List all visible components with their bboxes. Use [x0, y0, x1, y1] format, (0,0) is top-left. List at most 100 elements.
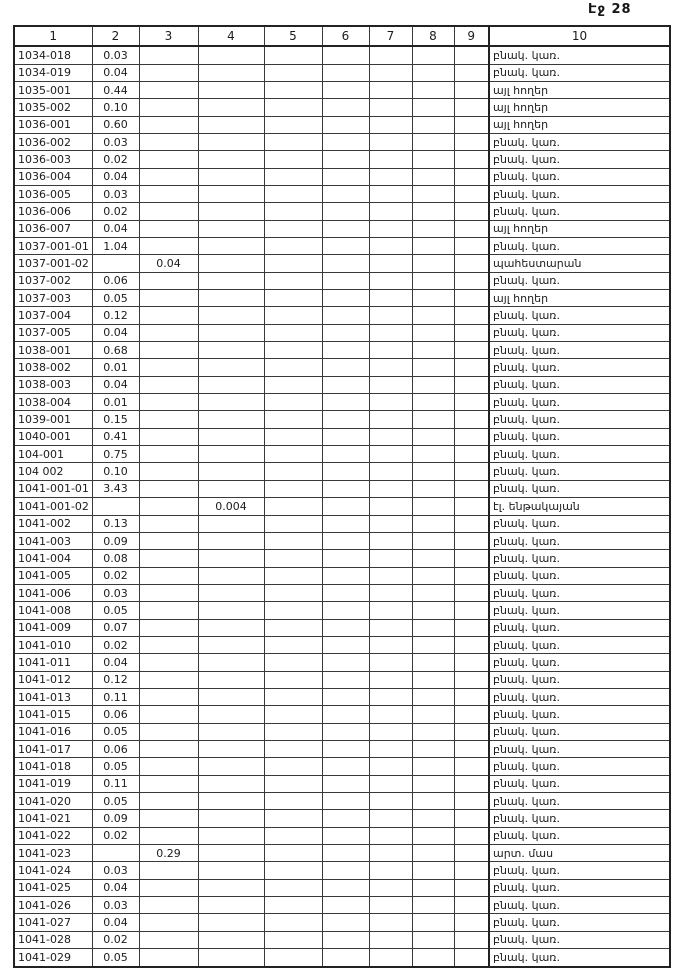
value-cell — [263, 549, 323, 568]
header-row: 1 2 3 4 5 6 7 8 9 10 — [13, 25, 671, 47]
land-use-cell: բնակ. կառ. — [488, 757, 671, 776]
table-row: 1041-022 0.02 բնակ. կառ. — [13, 826, 671, 846]
value-cell — [263, 774, 323, 794]
value-cell — [453, 583, 490, 603]
table-header: 1 2 3 4 5 6 7 8 9 10 — [13, 25, 671, 47]
value-cell — [138, 497, 199, 516]
value-cell — [138, 826, 199, 846]
value-cell — [321, 774, 370, 794]
value-cell: 0.60 — [91, 115, 140, 134]
land-use-cell: բնակ. կառ. — [488, 722, 671, 741]
table-row: 104 002 0.10 բնակ. կառ. — [13, 462, 671, 481]
value-cell — [197, 375, 265, 395]
value-cell — [368, 236, 413, 256]
value-cell — [263, 930, 323, 950]
value-cell — [411, 878, 455, 898]
table-row: 1038-003 0.04 բնակ. կառ. — [13, 375, 671, 395]
parcel-id-cell: 1041-020 — [13, 791, 93, 811]
value-cell: 0.68 — [91, 341, 140, 360]
value-cell — [411, 826, 455, 846]
value-cell — [368, 930, 413, 950]
parcel-id-cell: 1041-027 — [13, 913, 93, 932]
value-cell: 0.12 — [91, 306, 140, 325]
value-cell — [138, 341, 199, 360]
value-cell — [321, 219, 370, 239]
parcel-id-cell: 1036-007 — [13, 219, 93, 239]
value-cell — [411, 323, 455, 343]
value-cell — [138, 358, 199, 377]
land-use-cell: բնակ. կառ. — [488, 63, 671, 82]
value-cell — [321, 410, 370, 429]
value-cell — [368, 393, 413, 412]
value-cell — [411, 184, 455, 204]
value-cell: 0.05 — [91, 791, 140, 811]
value-cell — [138, 45, 199, 65]
value-cell — [368, 80, 413, 100]
value-cell — [197, 635, 265, 655]
value-cell: 0.04 — [91, 167, 140, 186]
table-row: 1041-017 0.06 բնակ. կառ. — [13, 739, 671, 759]
land-use-cell: բնակ. կառ. — [488, 878, 671, 898]
value-cell — [321, 635, 370, 655]
value-cell — [368, 948, 413, 968]
value-cell — [138, 739, 199, 759]
value-cell: 0.10 — [91, 98, 140, 117]
value-cell — [197, 757, 265, 776]
table-row: 1041-029 0.05 բնակ. կառ. — [13, 948, 671, 968]
value-cell — [321, 427, 370, 447]
value-cell — [197, 566, 265, 585]
value-cell — [453, 913, 490, 932]
value-cell — [321, 323, 370, 343]
table-row: 1041-011 0.04 բնակ. կառ. — [13, 653, 671, 672]
value-cell: 0.04 — [91, 63, 140, 82]
value-cell — [411, 80, 455, 100]
value-cell — [321, 393, 370, 412]
value-cell — [453, 948, 490, 968]
value-cell — [197, 583, 265, 603]
parcel-id-cell: 1041-011 — [13, 653, 93, 672]
value-cell — [453, 80, 490, 100]
value-cell — [197, 289, 265, 308]
value-cell — [138, 705, 199, 724]
value-cell — [197, 236, 265, 256]
value-cell — [411, 635, 455, 655]
value-cell — [411, 63, 455, 82]
value-cell — [263, 323, 323, 343]
value-cell — [453, 566, 490, 585]
value-cell: 0.06 — [91, 739, 140, 759]
value-cell — [321, 930, 370, 950]
value-cell — [197, 948, 265, 968]
table-row: 1041-013 0.11 բնակ. կառ. — [13, 687, 671, 707]
value-cell — [368, 462, 413, 481]
value-cell — [197, 45, 265, 65]
land-use-cell: բնակ. կառ. — [488, 445, 671, 464]
value-cell — [138, 930, 199, 950]
value-cell — [138, 427, 199, 447]
value-cell — [321, 896, 370, 915]
value-cell — [411, 132, 455, 152]
land-use-cell: բնակ. կառ. — [488, 184, 671, 204]
value-cell — [138, 236, 199, 256]
value-cell — [197, 306, 265, 325]
value-cell — [368, 601, 413, 620]
value-cell — [321, 80, 370, 100]
value-cell — [411, 427, 455, 447]
column-header-9: 9 — [453, 25, 490, 47]
parcel-id-cell: 1035-001 — [13, 80, 93, 100]
land-use-cell: բնակ. կառ. — [488, 948, 671, 968]
value-cell — [411, 358, 455, 377]
column-header-7: 7 — [368, 25, 413, 47]
value-cell — [411, 618, 455, 637]
value-cell — [321, 601, 370, 620]
parcel-id-cell: 1035-002 — [13, 98, 93, 117]
value-cell: 0.44 — [91, 80, 140, 100]
value-cell — [368, 635, 413, 655]
value-cell — [368, 705, 413, 724]
table-row: 1036-006 0.02 բնակ. կառ. — [13, 202, 671, 221]
value-cell — [138, 670, 199, 689]
table-row: 1041-012 0.12 բնակ. կառ. — [13, 670, 671, 689]
value-cell — [197, 930, 265, 950]
table-row: 1040-001 0.41 բնակ. կառ. — [13, 427, 671, 447]
table-row: 1041-005 0.02 բնակ. կառ. — [13, 566, 671, 585]
value-cell: 0.02 — [91, 826, 140, 846]
